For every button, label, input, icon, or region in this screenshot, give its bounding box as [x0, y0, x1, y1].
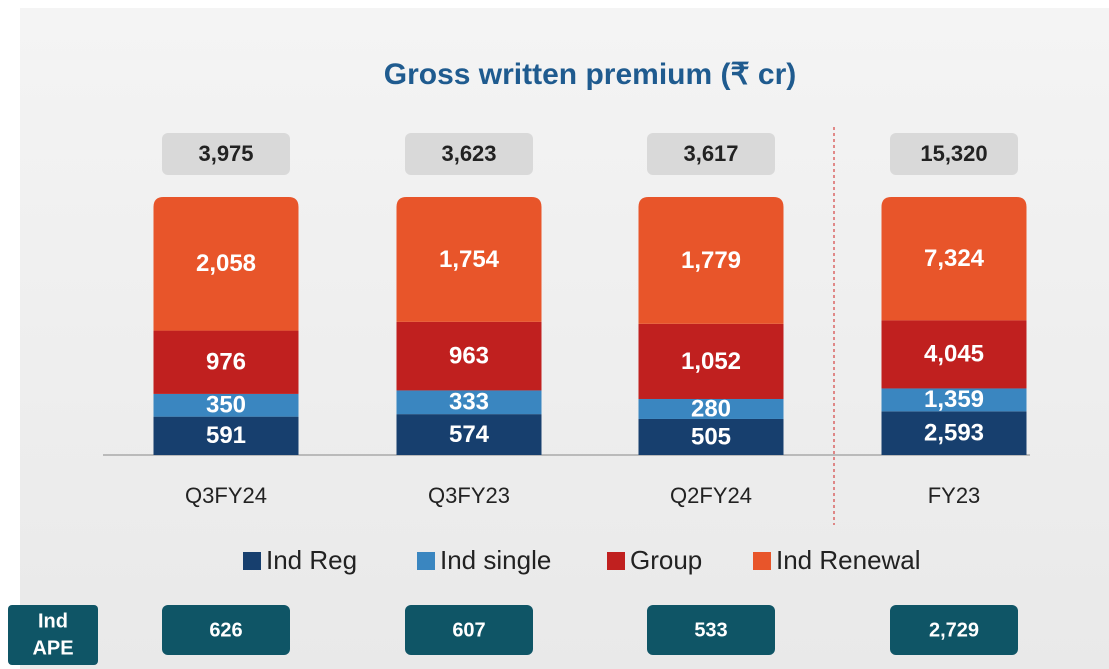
- segment-label: 4,045: [924, 341, 984, 368]
- segment-label: 1,779: [681, 247, 741, 274]
- ape-value: 533: [694, 619, 727, 641]
- ape-value: 626: [209, 619, 242, 641]
- chart-title: Gross written premium (₹ cr): [384, 58, 797, 91]
- ape-value: 607: [452, 619, 485, 641]
- ape-box: [890, 605, 1018, 655]
- segment-label: 963: [449, 342, 489, 369]
- bar-segment: [153, 197, 299, 331]
- ape-box: [162, 605, 290, 655]
- segment-label: 976: [206, 349, 246, 376]
- total-label: 15,320: [920, 141, 987, 166]
- segment-label: 280: [691, 395, 731, 422]
- segment-label: 591: [206, 422, 246, 449]
- segment-label: 350: [206, 392, 246, 419]
- bar-segment: [881, 320, 1027, 389]
- segment-label: 7,324: [924, 245, 985, 272]
- bar-segment: [396, 414, 542, 455]
- bar-segment: [396, 197, 542, 322]
- bar-segment: [638, 418, 784, 455]
- ape-label-box: [8, 605, 98, 665]
- ape-label: Ind: [38, 610, 68, 632]
- x-tick-label: Q3FY23: [428, 483, 510, 508]
- legend-label: Ind single: [440, 545, 551, 575]
- bar-segment: [153, 416, 299, 455]
- legend-label: Ind Reg: [266, 545, 357, 575]
- bar-segment: [396, 390, 542, 415]
- bar-segment: [881, 388, 1027, 412]
- segment-label: 505: [691, 423, 731, 450]
- segment-label: 1,052: [681, 348, 741, 375]
- bar-segment: [396, 321, 542, 391]
- legend-swatch: [243, 552, 261, 570]
- ape-box: [647, 605, 775, 655]
- ape-value: 2,729: [929, 619, 979, 641]
- x-tick-label: Q3FY24: [185, 483, 267, 508]
- x-tick-label: Q2FY24: [670, 483, 752, 508]
- segment-label: 2,058: [196, 250, 256, 277]
- segment-label: 574: [449, 421, 490, 448]
- total-label: 3,617: [683, 141, 738, 166]
- bar-segment: [881, 197, 1027, 321]
- bar-segment: [638, 323, 784, 399]
- x-tick-label: FY23: [928, 483, 981, 508]
- segment-label: 1,754: [439, 246, 500, 273]
- bar-segment: [153, 330, 299, 394]
- legend-label: Group: [630, 545, 702, 575]
- segment-label: 1,359: [924, 386, 984, 413]
- bar-segment: [881, 411, 1027, 455]
- legend-swatch: [753, 552, 771, 570]
- bar-segment: [638, 197, 784, 324]
- ape-label: APE: [32, 637, 73, 659]
- legend-swatch: [607, 552, 625, 570]
- bar-segment: [638, 398, 784, 419]
- bar-segment: [153, 393, 299, 417]
- total-box: [162, 133, 290, 175]
- total-box: [890, 133, 1018, 175]
- legend-swatch: [417, 552, 435, 570]
- segment-label: 333: [449, 389, 489, 416]
- segment-label: 2,593: [924, 420, 984, 447]
- total-box: [647, 133, 775, 175]
- total-label: 3,975: [198, 141, 253, 166]
- total-label: 3,623: [441, 141, 496, 166]
- legend-label: Ind Renewal: [776, 545, 921, 575]
- total-box: [405, 133, 533, 175]
- ape-box: [405, 605, 533, 655]
